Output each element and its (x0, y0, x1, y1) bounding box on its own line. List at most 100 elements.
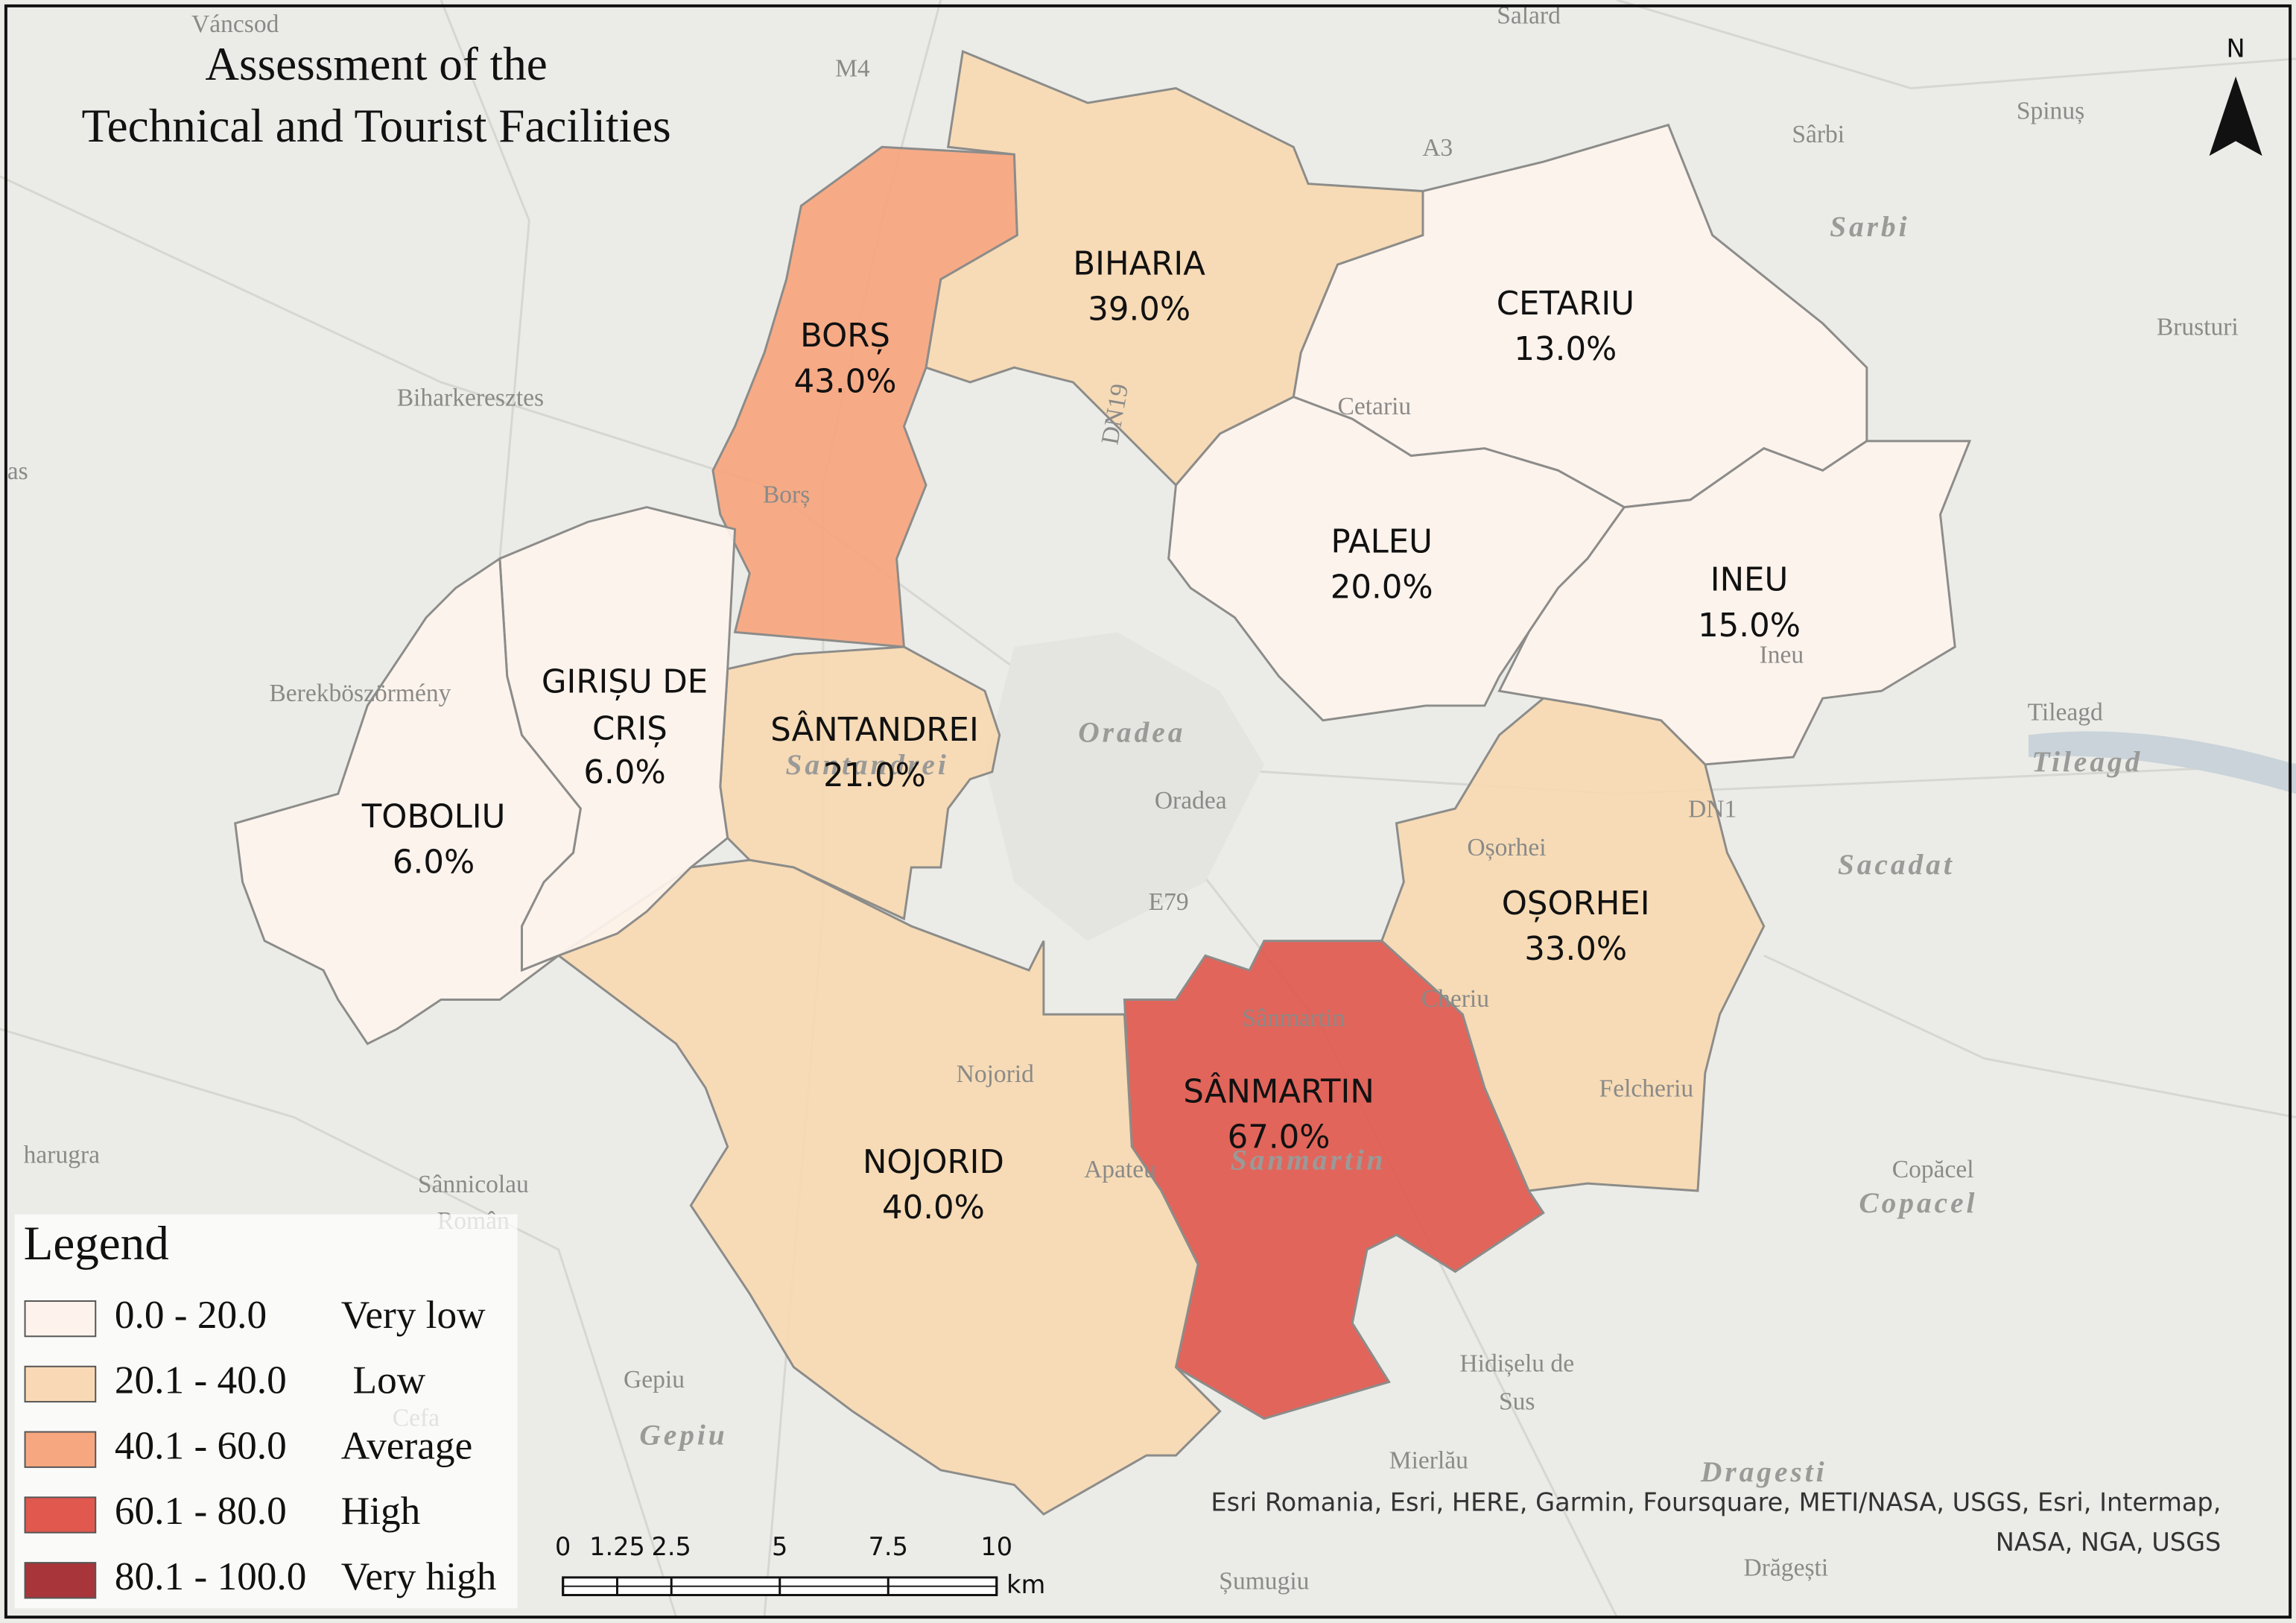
place-label-italic: Sanmartin (1231, 1144, 1386, 1177)
north-label: N (2227, 34, 2245, 63)
region-name: NOJORID (863, 1144, 1004, 1181)
region-name: BORȘ (800, 317, 890, 355)
place-label: Drăgești (1744, 1554, 1829, 1582)
place-label-italic: Dragesti (1700, 1455, 1827, 1488)
place-label: Ineu (1760, 642, 1804, 669)
place-label: Apateu (1084, 1156, 1156, 1183)
legend-swatch (24, 1300, 97, 1338)
north-arrow (2209, 76, 2262, 156)
place-label: Hidișelu de (1459, 1350, 1574, 1377)
place-label: E79 (1149, 888, 1189, 916)
legend-label: Very high (341, 1554, 497, 1598)
legend-range: 20.1 - 40.0 (115, 1358, 287, 1402)
regions (234, 49, 1972, 1516)
region (719, 645, 1001, 921)
place-label: Oșorhei (1467, 834, 1546, 861)
place-label: Sânnicolau (418, 1171, 529, 1198)
place-label: Copăcel (1892, 1156, 1974, 1183)
region-value: 21.0% (823, 757, 926, 794)
attribution: NASA, NGA, USGS (1996, 1528, 2222, 1557)
region-value: 40.0% (882, 1189, 985, 1227)
legend-title: Legend (24, 1217, 169, 1271)
scale-label: 7.5 (869, 1532, 908, 1561)
legend-range: 40.1 - 60.0 (115, 1423, 287, 1467)
legend-label: Very low (341, 1293, 486, 1337)
scale-label: 2.5 (652, 1532, 691, 1561)
region (234, 557, 582, 1045)
place-label: Borș (763, 481, 810, 509)
title: Technical and Tourist Facilities (82, 100, 671, 152)
region (556, 858, 1222, 1516)
region-name: BIHARIA (1073, 246, 1205, 283)
place-label-italic: Santandrei (786, 748, 949, 781)
region-name: INEU (1710, 562, 1788, 599)
place-label: Sus (1499, 1388, 1535, 1416)
scale-label: 10 (980, 1532, 1012, 1561)
region-name: GIRIȘU DE CRIȘ (542, 663, 708, 747)
place-label-italic: Tileagd (2032, 745, 2143, 778)
place-label: Cetariu (1338, 393, 1412, 420)
legend-range: 60.1 - 80.0 (115, 1489, 287, 1533)
scale-label: 5 (772, 1532, 787, 1561)
place-label: Mierlău (1389, 1447, 1468, 1475)
place-label: DN1 (1688, 796, 1737, 823)
region-value: 15.0% (1698, 607, 1801, 645)
place-label: as (7, 458, 28, 485)
region-name: SÂNMARTIN (1183, 1072, 1374, 1110)
place-label: M4 (835, 54, 870, 82)
place-label: Brusturi (2157, 314, 2239, 341)
region-value: 67.0% (1228, 1119, 1331, 1156)
legend-swatch (24, 1431, 97, 1468)
attribution: Esri Romania, Esri, HERE, Garmin, Foursq… (1211, 1488, 2221, 1517)
scale-unit: km (1006, 1570, 1045, 1599)
river (2028, 731, 2296, 794)
place-label: Gepiu (624, 1366, 685, 1393)
region-name: PALEU (1331, 523, 1433, 560)
region-name: OȘORHEI (1502, 885, 1650, 923)
place-label: Felcheriu (1599, 1075, 1694, 1103)
legend-label: Average (341, 1423, 472, 1467)
scale-label: 0 (555, 1532, 571, 1561)
place-label-italic: Gepiu (639, 1418, 727, 1451)
place-label: Oradea (1155, 787, 1227, 814)
legend-range: 0.0 - 20.0 (115, 1293, 267, 1337)
region-value: 13.0% (1514, 331, 1617, 368)
region-value: 6.0% (583, 754, 665, 791)
place-label: Șumugiu (1219, 1567, 1309, 1595)
region-name: SÂNTANDREI (770, 711, 979, 749)
legend-box (14, 1214, 518, 1609)
place-label: harugra (24, 1141, 101, 1168)
region-value: 33.0% (1524, 931, 1627, 968)
legend-label: High (341, 1489, 421, 1533)
region-value: 20.0% (1331, 569, 1433, 607)
place-label: Sârbi (1792, 121, 1845, 148)
place-label: Váncsod (191, 10, 279, 38)
region-name: TOBOLIU (361, 798, 506, 835)
legend-label: Low (353, 1358, 426, 1402)
place-label: Cheriu (1421, 985, 1490, 1013)
legend-swatch (24, 1496, 97, 1534)
place-label-italic: Sacadat (1838, 848, 1955, 881)
region (1380, 697, 1766, 1192)
legend-range: 80.1 - 100.0 (115, 1554, 306, 1598)
scale-label: 1.25 (589, 1532, 645, 1561)
place-label: Berekböszörmény (269, 680, 451, 707)
city-area (984, 632, 1264, 941)
place-label: Spinuș (2017, 98, 2084, 125)
place-label-italic: Sarbi (1830, 210, 1909, 243)
place-label: Sânmartin (1242, 1005, 1345, 1032)
place-label: Nojorid (957, 1060, 1035, 1088)
legend-swatch (24, 1365, 97, 1403)
region-value: 43.0% (794, 363, 897, 400)
region-value: 6.0% (393, 844, 475, 882)
place-label-italic: Copacel (1859, 1186, 1977, 1219)
region (1497, 440, 1972, 766)
title: Assessment of the (205, 38, 547, 90)
region-name: CETARIU (1497, 285, 1634, 323)
legend-swatch (24, 1562, 97, 1599)
frame (4, 4, 2292, 1619)
place-label-italic: Oradea (1078, 715, 1185, 748)
place-label: A3 (1422, 134, 1453, 162)
